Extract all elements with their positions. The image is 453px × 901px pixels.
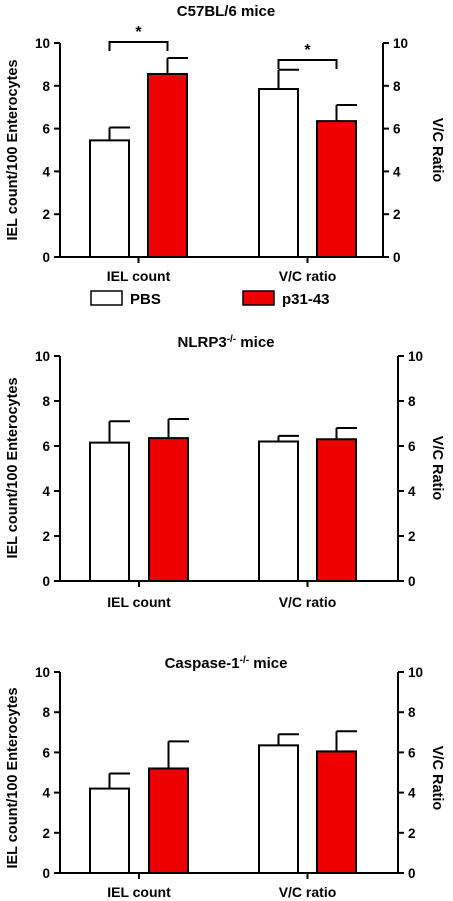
legend-label-pbs: PBS bbox=[130, 291, 161, 308]
y2-tick-label: 0 bbox=[408, 574, 416, 589]
y-axis-label: IEL count/100 Enterocytes bbox=[5, 59, 21, 240]
significance-star: * bbox=[304, 42, 311, 59]
panel-caspase1: Caspase-1-/- mice IEL count/100 Enterocy… bbox=[5, 655, 445, 900]
bar-p31-43-1 bbox=[316, 438, 357, 582]
y-tick-label: 2 bbox=[42, 826, 50, 841]
y-tick-label: 10 bbox=[35, 665, 50, 680]
y-tick-label: 0 bbox=[42, 574, 50, 589]
x-tick-label: IEL count bbox=[107, 594, 171, 610]
significance-bracket bbox=[277, 59, 338, 69]
panel-c57bl6: C57BL/6 mice IEL count/100 Enterocytes V… bbox=[5, 3, 445, 308]
y-tick-label: 4 bbox=[42, 484, 50, 499]
y-tick-label: 10 bbox=[35, 36, 50, 51]
bar-pbs-0 bbox=[89, 139, 130, 258]
y2-tick-label: 8 bbox=[408, 705, 416, 720]
legend-swatch-p31-43 bbox=[242, 290, 275, 306]
x-tick-label: IEL count bbox=[107, 268, 171, 284]
y2-axis-label: V/C Ratio bbox=[429, 746, 445, 811]
chart-marks: 0 0 2 2 4 4 6 6 8 8 10 10 IEL count V/C ratio bbox=[35, 349, 423, 610]
y2-tick-label: 2 bbox=[408, 826, 416, 841]
y2-tick-label: 10 bbox=[408, 349, 423, 364]
x-tick-label: V/C ratio bbox=[279, 594, 337, 610]
panel-title: C57BL/6 mice bbox=[177, 3, 275, 20]
y2-tick-label: 6 bbox=[408, 745, 416, 760]
y-tick-label: 0 bbox=[42, 250, 50, 265]
y2-tick-label: 2 bbox=[393, 207, 401, 222]
chart-marks: 0 0 2 2 4 4 6 6 8 8 10 10 IEL count V/C ratio * * bbox=[35, 24, 408, 284]
bar-p31-43-1 bbox=[316, 750, 357, 875]
bar-p31-43-0 bbox=[147, 73, 188, 258]
bar-pbs-0 bbox=[89, 441, 130, 582]
bar-pbs-0 bbox=[89, 787, 130, 875]
significance-bracket bbox=[108, 41, 169, 51]
chart-marks: 0 0 2 2 4 4 6 6 8 8 10 10 IEL count V/C ratio bbox=[35, 665, 423, 900]
panel-title: Caspase-1-/- mice bbox=[165, 655, 288, 672]
y-tick-label: 8 bbox=[42, 705, 50, 720]
y-tick-label: 8 bbox=[42, 79, 50, 94]
y2-tick-label: 4 bbox=[408, 484, 416, 499]
y2-tick-label: 0 bbox=[408, 866, 416, 881]
y2-tick-label: 6 bbox=[408, 439, 416, 454]
significance-star: * bbox=[135, 24, 142, 41]
y-tick-label: 2 bbox=[42, 529, 50, 544]
y-tick-label: 4 bbox=[42, 164, 50, 179]
bar-p31-43-0 bbox=[148, 437, 189, 582]
legend-swatch-pbs bbox=[90, 290, 123, 306]
y-tick-label: 6 bbox=[42, 745, 50, 760]
bar-pbs-1 bbox=[258, 744, 299, 874]
bar-p31-43-1 bbox=[316, 120, 357, 258]
y2-tick-label: 4 bbox=[408, 786, 416, 801]
bar-pbs-1 bbox=[258, 440, 299, 582]
bar-pbs-1 bbox=[258, 88, 299, 259]
y-axis-label: IEL count/100 Enterocytes bbox=[5, 377, 21, 558]
legend-label-p31-43: p31-43 bbox=[282, 291, 330, 308]
y-tick-label: 8 bbox=[42, 394, 50, 409]
x-tick-label: V/C ratio bbox=[279, 884, 337, 900]
y2-tick-label: 6 bbox=[393, 122, 401, 137]
y-tick-label: 4 bbox=[42, 786, 50, 801]
panel-title: NLRP3-/- mice bbox=[178, 334, 275, 351]
y2-tick-label: 2 bbox=[408, 529, 416, 544]
y2-tick-label: 0 bbox=[393, 250, 401, 265]
y2-axis-label: V/C Ratio bbox=[429, 436, 445, 501]
y-axis-label: IEL count/100 Enterocytes bbox=[5, 687, 21, 868]
x-tick-label: IEL count bbox=[107, 884, 171, 900]
bar-p31-43-0 bbox=[148, 767, 189, 874]
panel-nlrp3: NLRP3-/- mice IEL count/100 Enterocytes … bbox=[5, 334, 445, 610]
y2-axis-label: V/C Ratio bbox=[429, 118, 445, 183]
y2-tick-label: 4 bbox=[393, 164, 401, 179]
y-tick-label: 2 bbox=[42, 207, 50, 222]
legend: PBS p31-43 bbox=[90, 290, 330, 308]
x-tick-label: V/C ratio bbox=[279, 268, 337, 284]
y2-tick-label: 8 bbox=[408, 394, 416, 409]
y-tick-label: 6 bbox=[42, 439, 50, 454]
y2-tick-label: 8 bbox=[393, 79, 401, 94]
y-tick-label: 0 bbox=[42, 866, 50, 881]
y-tick-label: 6 bbox=[42, 122, 50, 137]
y2-tick-label: 10 bbox=[408, 665, 423, 680]
y-tick-label: 10 bbox=[35, 349, 50, 364]
y2-tick-label: 10 bbox=[393, 36, 408, 51]
